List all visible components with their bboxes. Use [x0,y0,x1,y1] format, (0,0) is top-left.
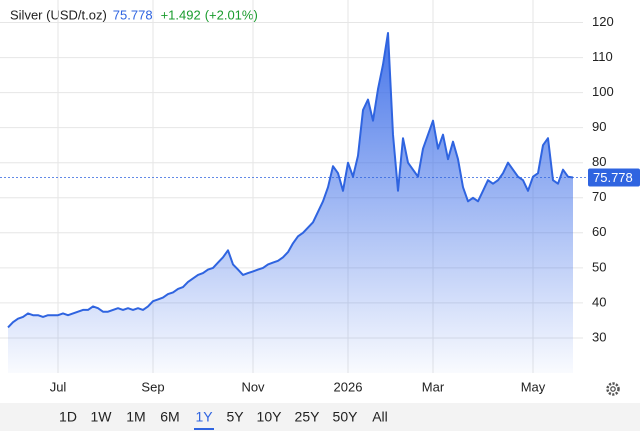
range-button[interactable]: 1W [91,409,113,425]
y-tick-label: 120 [592,14,614,29]
range-label[interactable]: 1Y [195,409,213,425]
range-button[interactable]: 25Y [295,409,321,425]
y-tick-label: 60 [592,224,606,239]
range-label[interactable]: 25Y [295,409,321,425]
range-button[interactable]: 5Y [226,409,244,425]
range-button[interactable]: 1Y [194,409,214,430]
y-tick-label: 80 [592,154,606,169]
y-tick-label: 90 [592,119,606,134]
header-change: +1.492 [161,7,201,22]
x-tick-label: Mar [422,379,445,394]
range-label[interactable]: 6M [160,409,179,425]
range-button[interactable]: All [372,409,388,425]
area-fill [8,33,573,373]
range-label[interactable]: 1M [126,409,145,425]
last-price-badge [588,168,640,187]
gear-hub[interactable] [610,386,616,392]
y-tick-label: 100 [592,84,614,99]
range-label[interactable]: 5Y [226,409,244,425]
header-change-percent: (+2.01%) [205,7,258,22]
range-button[interactable]: 1D [59,409,77,425]
x-tick-label: Nov [241,379,265,394]
range-button[interactable]: 1M [126,409,145,425]
range-label[interactable]: 1D [59,409,77,425]
y-tick-label: 30 [592,329,606,344]
y-tick-label: 70 [592,189,606,204]
range-label[interactable]: 50Y [333,409,359,425]
range-button[interactable]: 6M [160,409,179,425]
range-label[interactable]: 10Y [257,409,283,425]
x-tick-label: Sep [141,379,164,394]
range-label[interactable]: 1W [91,409,113,425]
range-label[interactable]: All [372,409,388,425]
y-tick-label: 40 [592,294,606,309]
x-tick-label: May [521,379,546,394]
range-button[interactable]: 50Y [333,409,359,425]
price-line [7,32,574,329]
last-price-label: 75.778 [593,170,633,185]
x-tick-label: 2026 [334,379,363,394]
gear-teeth[interactable] [606,382,620,396]
range-button[interactable]: 10Y [257,409,283,425]
x-tick-label: Jul [50,379,67,394]
header-price: 75.778 [113,7,153,22]
range-bar [0,403,640,431]
y-tick-label: 110 [592,49,613,64]
y-tick-label: 50 [592,259,606,274]
settings-icon[interactable] [606,382,620,396]
